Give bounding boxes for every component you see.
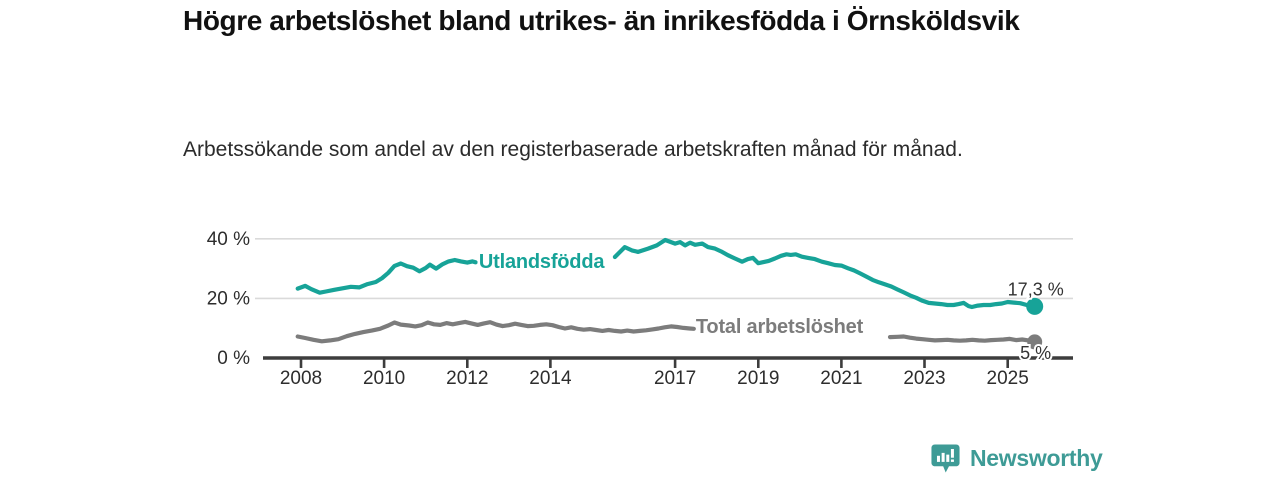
utlandsfodda-series-label: Utlandsfödda xyxy=(479,251,605,273)
x-tick-label-2014: 2014 xyxy=(529,368,572,389)
utlandsfodda-line-segment-2 xyxy=(612,237,1037,310)
utlandsfodda-end-dot xyxy=(1026,297,1044,315)
x-tick-label-2019: 2019 xyxy=(737,368,779,389)
total-arbetsloshet-series-label: Total arbetslöshet xyxy=(696,316,864,338)
x-tick-label-2025: 2025 xyxy=(987,368,1029,389)
x-tick-label-2023: 2023 xyxy=(903,368,945,389)
x-tick-label-2017: 2017 xyxy=(654,368,696,389)
newsworthy-logo: Newsworthy xyxy=(930,443,1103,474)
x-tick-label-2021: 2021 xyxy=(820,368,862,389)
total-arbetsloshet-end-value-label: 5 % xyxy=(1020,343,1051,363)
x-tick-label-2008: 2008 xyxy=(280,368,322,389)
utlandsfodda-line-segment-1 xyxy=(295,257,478,295)
line-chart-container: 2008 2010 2012 2014 2017 2019 2021 2023 2025 0 % 2… xyxy=(180,218,1090,398)
y-tick-label-40-pct: 40 % xyxy=(207,229,250,250)
unemployment-line-chart: 2008 2010 2012 2014 2017 2019 2021 2023 2025 0 % 2… xyxy=(207,229,1073,389)
utlandsfodda-end-value-label: 17,3 % xyxy=(1008,279,1064,299)
chart-title: Högre arbetslöshet bland utrikes- än inr… xyxy=(183,5,1020,36)
total-arbetsloshet-end-dot xyxy=(1027,334,1043,350)
x-tick-label-2012: 2012 xyxy=(446,368,488,389)
chart-subtitle: Arbetssökande som andel av den registerb… xyxy=(183,138,963,161)
newsworthy-icon xyxy=(931,444,960,473)
total-arbetsloshet-line-segment-1 xyxy=(295,319,696,344)
y-tick-label-20-pct: 20 % xyxy=(207,288,250,309)
y-tick-label-0-pct: 0 % xyxy=(217,348,250,369)
newsworthy-wordmark: Newsworthy xyxy=(970,445,1103,471)
total-arbetsloshet-line-segment-2 xyxy=(887,334,1037,345)
x-tick-label-2010: 2010 xyxy=(363,368,405,389)
